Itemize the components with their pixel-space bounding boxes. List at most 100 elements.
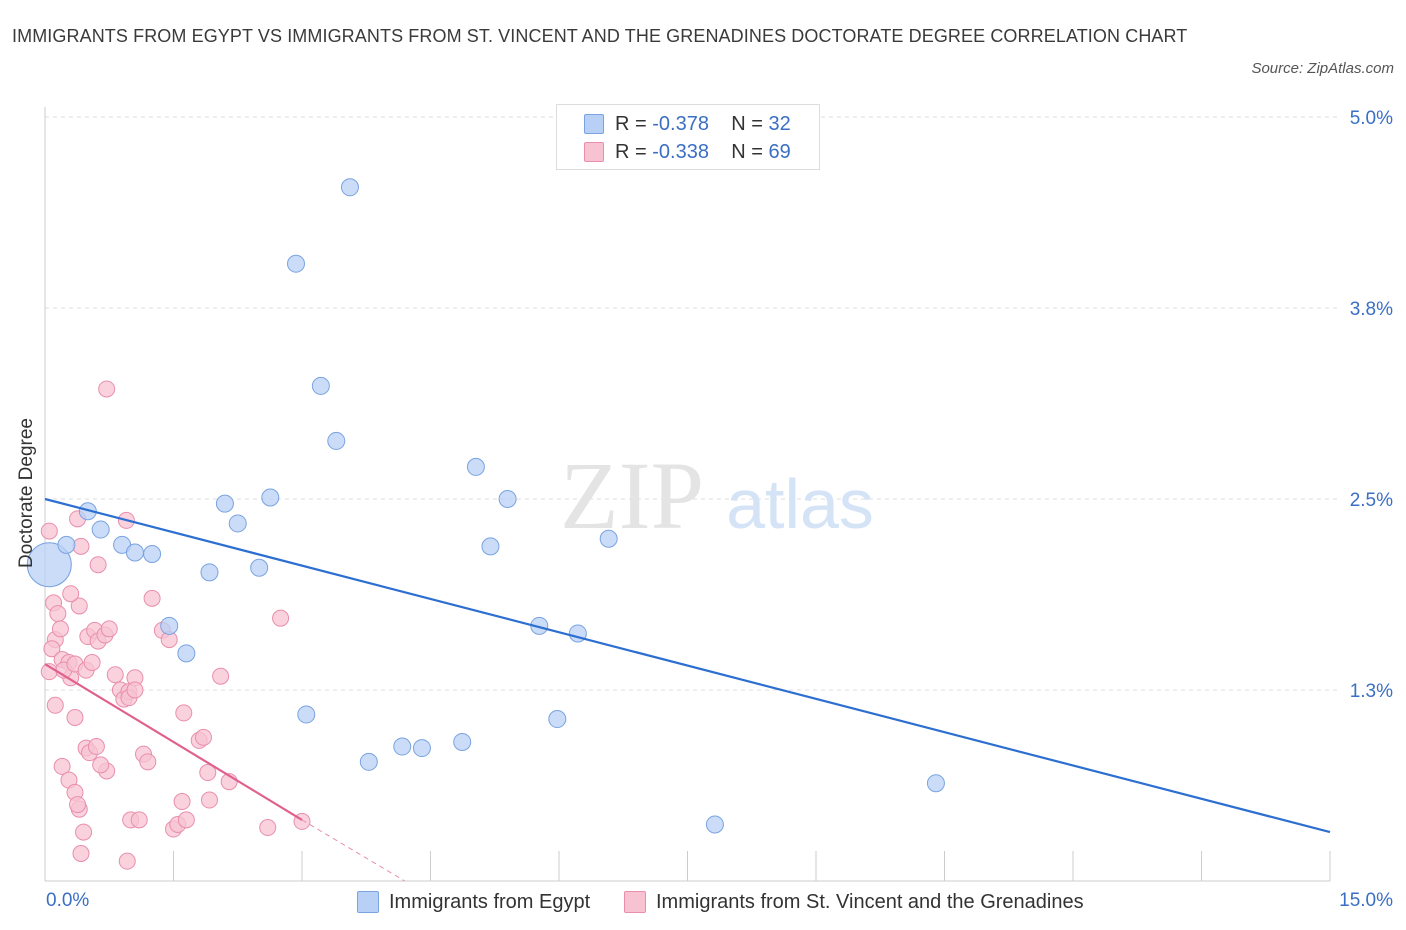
- svg-data-point: [87, 738, 105, 756]
- svg-data-point: [272, 609, 290, 627]
- y-tick-labels: 1.3% 2.5% 3.8% 5.0%: [1350, 108, 1393, 702]
- svg-data-point: [66, 709, 84, 727]
- svg-data-point: [69, 796, 87, 814]
- egypt-data-point: [926, 774, 945, 793]
- watermark: ZIP atlas: [560, 442, 874, 549]
- svg-data-point: [212, 667, 230, 685]
- svg-data-point: [173, 793, 191, 811]
- svg-data-point: [175, 704, 193, 722]
- svg-n-label: N =: [731, 141, 769, 163]
- egypt-data-point: [261, 488, 280, 507]
- axes: [44, 107, 1331, 882]
- egypt-data-point: [177, 644, 196, 663]
- svg-data-point: [259, 819, 277, 837]
- svg-data-point: [200, 791, 218, 809]
- svg-data-point: [98, 380, 116, 398]
- svg-data-point: [40, 522, 58, 540]
- egypt-legend-label: Immigrants from Egypt: [389, 891, 591, 913]
- svg-data-point: [199, 764, 217, 782]
- trend-lines: [44, 497, 1331, 882]
- y-tick-label: 2.5%: [1350, 490, 1393, 511]
- grid-lines: [45, 116, 1340, 691]
- egypt-data-point: [200, 563, 219, 582]
- correlation-legend: R = -0.378 N = 32 R = -0.338 N = 69: [556, 104, 820, 170]
- egypt-data-point: [57, 535, 76, 554]
- svg-n-value: 69: [768, 141, 791, 163]
- egypt-data-point: [393, 737, 412, 756]
- svg-swatch: [584, 142, 604, 162]
- egypt-data-point: [215, 494, 234, 513]
- svg-data-point: [72, 844, 90, 862]
- svg-data-point: [126, 681, 144, 699]
- svg-data-point: [43, 640, 61, 658]
- svg-data-point: [194, 728, 212, 746]
- egypt-data-point: [311, 376, 330, 395]
- svg-trend-extension: [301, 819, 406, 882]
- egypt-data-point: [297, 705, 316, 724]
- egypt-data-point: [287, 254, 306, 273]
- svg-r-value: -0.338: [652, 141, 709, 163]
- egypt-data-point: [453, 732, 472, 751]
- egypt-data-point: [412, 739, 431, 758]
- data-points: [26, 178, 945, 870]
- svg-data-point: [130, 811, 148, 829]
- svg-data-point: [62, 585, 80, 603]
- svg-data-point: [139, 753, 157, 771]
- egypt-r-label: R =: [615, 113, 653, 135]
- egypt-data-point: [143, 545, 162, 564]
- watermark-atlas: atlas: [726, 465, 874, 543]
- svg-data-point: [83, 653, 101, 671]
- svg-data-point: [177, 811, 195, 829]
- y-tick-label: 1.3%: [1350, 681, 1393, 702]
- egypt-data-point: [466, 457, 485, 476]
- y-axis-label: Doctorate Degree: [16, 418, 37, 568]
- egypt-legend-swatch: [357, 891, 379, 913]
- svg-data-point: [143, 589, 161, 607]
- legend-row-svg: R = -0.338 N = 69: [557, 138, 819, 166]
- egypt-n-label: N =: [731, 113, 769, 135]
- egypt-swatch: [584, 114, 604, 134]
- egypt-data-point: [599, 529, 618, 548]
- egypt-data-point: [327, 431, 346, 450]
- svg-legend-label: Immigrants from St. Vincent and the Gren…: [656, 891, 1084, 913]
- egypt-data-point: [91, 520, 110, 539]
- egypt-data-point: [705, 815, 724, 834]
- egypt-r-value: -0.378: [652, 113, 709, 135]
- svg-r-label: R =: [615, 141, 653, 163]
- svg-legend-swatch: [624, 891, 646, 913]
- egypt-data-point-large: [26, 542, 72, 588]
- egypt-n-value: 32: [768, 113, 791, 135]
- egypt-data-point: [125, 543, 144, 562]
- svg-data-point: [49, 605, 67, 623]
- egypt-data-point: [160, 616, 179, 635]
- series-legend: Immigrants from Egypt Immigrants from St…: [0, 888, 1406, 918]
- chart-title: IMMIGRANTS FROM EGYPT VS IMMIGRANTS FROM…: [12, 26, 1188, 46]
- svg-data-point: [118, 852, 136, 870]
- svg-data-point: [53, 757, 71, 775]
- svg-data-point: [70, 597, 88, 615]
- egypt-data-point: [228, 514, 247, 533]
- svg-data-point: [51, 620, 69, 638]
- x-axis-min-label: 0.0%: [46, 890, 90, 911]
- svg-data-point: [46, 696, 64, 714]
- watermark-zip: ZIP: [560, 442, 704, 549]
- egypt-data-point: [548, 710, 567, 729]
- y-tick-label: 5.0%: [1350, 108, 1393, 129]
- egypt-trend-line: [44, 497, 1331, 834]
- svg-data-point: [75, 823, 93, 841]
- svg-data-point: [100, 620, 118, 638]
- source-note: Source: ZipAtlas.com: [1251, 60, 1394, 77]
- egypt-data-point: [250, 558, 269, 577]
- egypt-data-point: [498, 490, 517, 508]
- svg-data-point: [72, 537, 90, 555]
- svg-data-point: [89, 556, 107, 574]
- egypt-data-point: [481, 537, 500, 556]
- egypt-data-point: [359, 752, 378, 771]
- y-tick-label: 3.8%: [1350, 299, 1393, 320]
- svg-trend-line: [44, 663, 303, 821]
- svg-data-point: [106, 666, 124, 684]
- egypt-data-point: [340, 178, 359, 197]
- svg-data-point: [92, 756, 110, 774]
- x-axis-max-label: 15.0%: [1339, 890, 1393, 911]
